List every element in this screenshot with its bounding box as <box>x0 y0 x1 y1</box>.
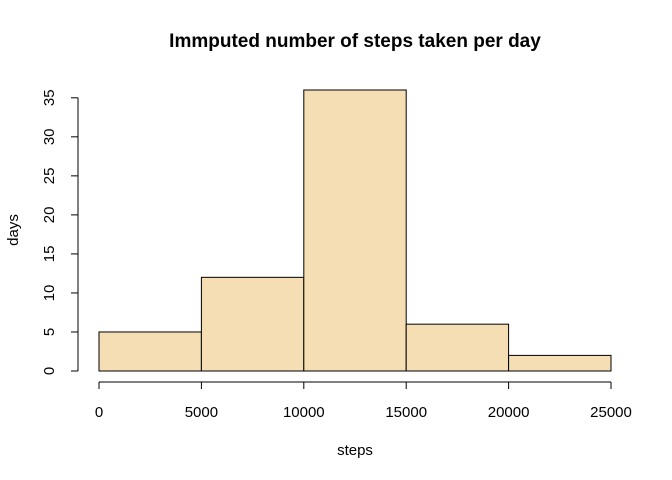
x-tick-label: 25000 <box>590 404 632 421</box>
histogram-bar-3 <box>303 89 407 372</box>
x-tick-label: 20000 <box>488 404 530 421</box>
y-tick-label: 20 <box>41 207 58 224</box>
y-axis-label: days <box>5 214 22 246</box>
y-tick-label: 25 <box>41 168 58 185</box>
chart-title: Immputed number of steps taken per day <box>169 31 541 52</box>
x-axis: 0 5000 10000 15000 20000 25000 <box>95 381 632 421</box>
y-tick-label: 5 <box>41 328 58 336</box>
x-tick-label: 5000 <box>185 404 218 421</box>
x-tick-label: 0 <box>95 404 103 421</box>
y-tick-label: 10 <box>41 285 58 302</box>
bars-group <box>98 89 612 372</box>
y-tick-label: 15 <box>41 246 58 263</box>
histogram-bar-4 <box>405 323 510 372</box>
x-tick-label: 15000 <box>385 404 427 421</box>
histogram-bar-1 <box>98 331 202 372</box>
x-tick-label: 10000 <box>283 404 325 421</box>
y-axis: 0 5 10 15 20 25 30 35 <box>41 89 79 375</box>
x-axis-label: steps <box>337 442 373 459</box>
histogram-bar-2 <box>200 276 305 372</box>
y-tick-label: 35 <box>41 89 58 106</box>
histogram-bar-5 <box>508 354 612 372</box>
y-tick-label: 0 <box>41 367 58 375</box>
y-tick-label: 30 <box>41 128 58 145</box>
